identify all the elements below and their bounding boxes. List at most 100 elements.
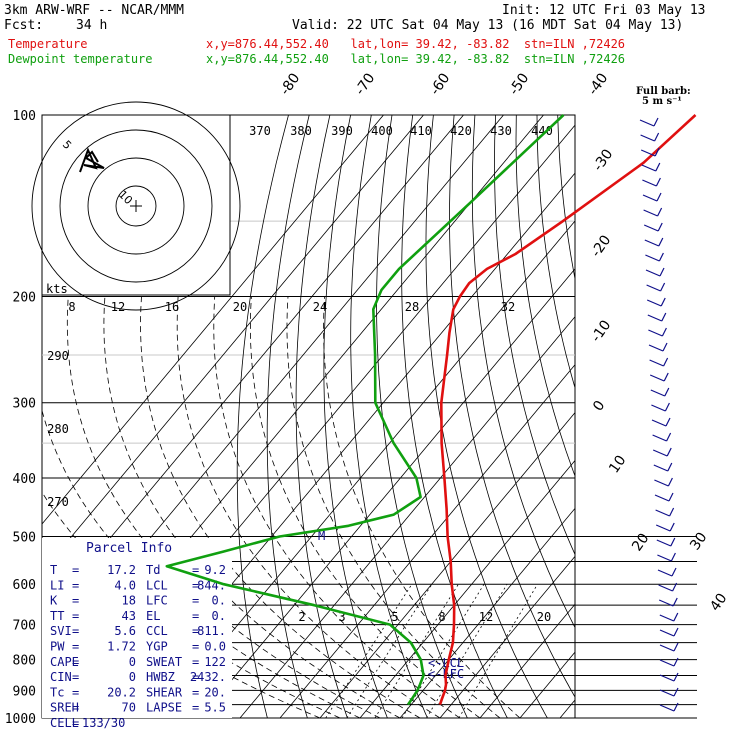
legend-temperature-name: Temperature [8,37,88,51]
wind-barb-flag [666,432,672,442]
mixing-ratio-label-low: 8 [438,610,445,624]
isotherm-line [439,555,575,718]
mixing-ratio-label: 32 [501,300,515,314]
parcel-info-cell: = [192,701,199,715]
forecast-hour: 34 h [76,18,108,33]
dry-adiabat-line [557,115,575,281]
parcel-info-cell: CIN [50,670,72,684]
theta-left-label: 270 [47,495,69,509]
parcel-info-cell: 43 [122,609,136,623]
series-temperature [438,114,697,706]
wind-barb [650,389,666,397]
parcel-info-cell: LI [50,578,64,592]
parcel-info-cell: 4.0 [114,578,136,592]
parcel-info-cell: CAPE [50,655,79,669]
pressure-tick-label: 800 [13,654,36,669]
parcel-info-cell: 20. [204,685,226,699]
parcel-info-cell: HWBZ [146,670,175,684]
wind-barb-flag [666,447,672,457]
mixing-ratio-line [458,583,538,718]
parcel-info-cell: = [72,563,79,577]
wind-barb [659,614,675,622]
isotherm-line [159,220,575,718]
mixing-ratio-label: 28 [405,300,419,314]
isotherm-label: -60 [427,70,453,98]
pressure-tick-label: 1000 [5,712,36,727]
parcel-info-cell: 20.2 [107,685,136,699]
mixing-ratio-line [426,583,508,718]
parcel-info-cell: 17.2 [107,563,136,577]
theta-label: 440 [531,124,553,138]
dry-adiabat-line [471,115,575,629]
parcel-info-cell: = [72,701,79,715]
wind-barb-flag [653,117,659,127]
wind-barb [645,269,661,277]
annotation-label: M [318,529,325,543]
moist-adiabat-line [213,296,461,718]
dry-adiabat-line [350,115,428,718]
wind-barb-flag [663,372,669,382]
wind-barb [642,194,658,202]
wind-barb-flag [664,387,670,397]
wind-barb [659,674,675,682]
legend-dewpoint-name: Dewpoint temperature [8,52,153,66]
parcel-info-cell: = [192,655,199,669]
dry-adiabat-line [703,115,740,731]
dry-adiabat-line [401,115,508,718]
isotherm-label: -70 [352,70,378,98]
wind-barb-flag [654,132,660,142]
isotherm-label: 20 [629,531,652,555]
parcel-info-cell: CCL [146,624,168,638]
wind-barb-flag [673,672,679,682]
wind-barb-flag [664,402,670,412]
dry-adiabat-line [620,115,740,731]
parcel-info-cell: Tc [50,685,64,699]
parcel-info-cell: LCL [146,578,168,592]
wind-barb-flag [673,657,679,667]
wind-barb-flag [673,702,679,712]
isotherm-label: 0 [590,398,608,414]
wind-barb-flag [673,612,679,622]
mixing-ratio-label-low: 2 [298,610,305,624]
parcel-info-cell: 18 [122,594,136,608]
wind-barb-flag [669,507,675,517]
pressure-tick-label: 900 [13,684,36,699]
parcel-info-cell: 5.5 [204,701,226,715]
theta-label: 370 [249,124,271,138]
legend-temperature-info: x,y=876.44,552.40 lat,lon= 39.42, -83.82… [206,37,626,51]
dry-adiabat-line [515,115,575,478]
valid-time: Valid: 22 UTC Sat 04 May 13 (16 MDT Sat … [292,18,684,33]
parcel-info-cell: = [72,655,79,669]
theta-label: 410 [410,124,432,138]
isotherm-line [199,268,575,718]
parcel-info-cell: 1.72 [107,640,136,654]
wind-barb [657,569,673,577]
wind-barb-flag [673,687,679,697]
wind-barb-flag [673,642,679,652]
isotherm-line [319,411,575,718]
theta-label: 430 [490,124,512,138]
parcel-info-cell: LFC [146,594,168,608]
parcel-info-cell: CELL [50,716,79,730]
parcel-info-cell: Td [146,563,160,577]
mixing-ratio-label-low: 3 [338,610,345,624]
parcel-info-cell: = [72,609,79,623]
hodograph-ring [115,185,157,227]
wind-barb [652,449,668,457]
wind-barb-flag [655,177,661,187]
parcel-info-cell: = [72,670,79,684]
pressure-tick-label: 500 [13,530,36,545]
hodograph-trace [79,147,105,173]
isotherm-label: 40 [707,591,730,615]
wind-barb [640,149,656,157]
wind-barb [647,314,663,322]
dry-adiabat-line [536,115,575,390]
full-barb-value: 5 m s⁻¹ [642,96,682,107]
theta-label: 420 [450,124,472,138]
pressure-tick-label: 100 [13,109,36,124]
parcel-info-cell: = [192,594,199,608]
mixing-ratio-lines [325,583,538,718]
pressure-tick-label: 600 [13,578,36,593]
pressure-tick-label: 400 [13,472,36,487]
